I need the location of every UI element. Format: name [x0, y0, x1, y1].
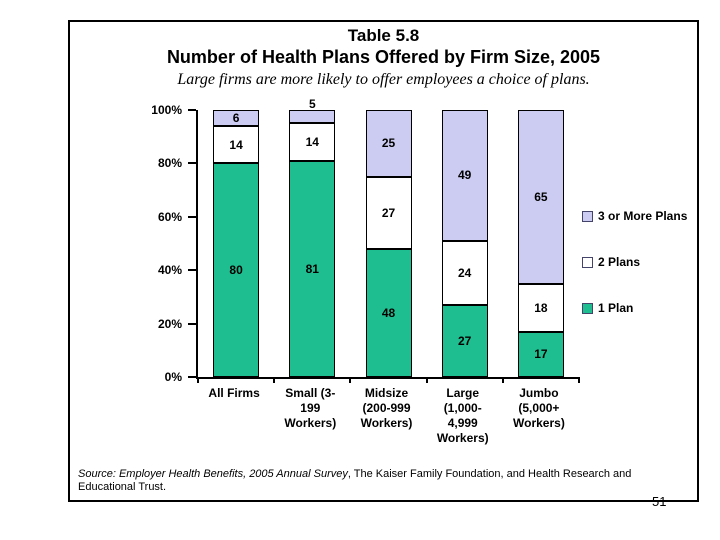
bar-segment: [289, 110, 336, 124]
bar: 27 24 49: [441, 110, 488, 377]
slide-frame: Table 5.8 Number of Health Plans Offered…: [68, 20, 699, 502]
bar-value-label: 81: [305, 261, 319, 276]
bar-value-label: 17: [534, 347, 548, 362]
x-axis-labels: All Firms Small (3- 199 Workers) Midsize (200…: [196, 386, 577, 446]
x-axis-label: All Firms: [196, 386, 272, 446]
bar-segment: [441, 110, 488, 241]
bar-value-label: 5: [308, 97, 316, 111]
bar: 48 27 25: [365, 110, 412, 377]
bar-value-label: 14: [305, 135, 319, 150]
bar: 17 18 65: [517, 110, 564, 377]
bar-value-label: 6: [232, 111, 240, 126]
x-axis-label-line: (5,000+: [518, 401, 560, 415]
bar-value-label: 14: [229, 137, 243, 152]
bar-value-label: 65: [534, 189, 548, 204]
x-tick-mark: [197, 377, 199, 383]
y-tick-label: 20%: [157, 316, 182, 331]
y-tick-label: 100%: [151, 103, 182, 117]
legend-item: 3 or More Plans: [582, 209, 687, 223]
y-tick-mark: [188, 162, 196, 165]
source-note-regular: , The Kaiser Family Foundation, and Heal…: [78, 468, 632, 493]
x-tick-mark: [273, 377, 276, 383]
x-axis-label: Small (3- 199 Workers): [272, 386, 348, 446]
x-axis-label: Midsize (200-999 Workers): [348, 386, 424, 446]
y-tick-label: 60%: [157, 209, 182, 224]
x-axis-label-line: Workers): [436, 431, 489, 445]
bar-segment: [213, 110, 260, 127]
bar-segment: [365, 248, 412, 377]
x-axis-label-line: (1,000-: [443, 401, 482, 415]
bar-value-label: 80: [229, 263, 243, 278]
x-axis-label-line: Midsize: [364, 386, 409, 400]
plot-area: 80 14 6 81 14 5 48 27 25 27 24 49 17 18 65: [196, 97, 580, 383]
y-tick-label: 0%: [164, 370, 182, 384]
source-note-italic: Source: Employer Health Benefits, 2005 A…: [78, 468, 348, 480]
x-tick-mark: [578, 377, 580, 383]
x-axis-label-line: 199: [300, 401, 321, 415]
legend-swatch: [582, 302, 593, 314]
bar-value-label: 48: [381, 305, 396, 320]
x-axis-label-line: Workers): [513, 416, 565, 430]
bar-value-label: 49: [458, 168, 472, 183]
y-tick-mark: [188, 376, 196, 378]
legend-label: 1 Plan: [598, 301, 634, 315]
x-axis-label-line: Workers): [360, 416, 413, 430]
legend-label: 3 or More Plans: [598, 209, 688, 223]
y-tick-label: 40%: [157, 263, 182, 278]
bar-value-label: 24: [458, 265, 472, 280]
bar-segment: [213, 163, 260, 377]
bar-segment: [517, 283, 564, 332]
bar-segment: [289, 160, 336, 377]
bar-segment: [289, 123, 336, 161]
title-block: Table 5.8 Number of Health Plans Offered…: [70, 26, 697, 89]
legend-item: 2 Plans: [582, 255, 640, 269]
x-axis-label-line: Large: [446, 386, 480, 400]
y-tick-label: 80%: [157, 156, 182, 171]
x-axis-label-line: Jumbo: [519, 386, 559, 400]
legend-swatch: [582, 210, 593, 222]
page-number: 51: [652, 494, 667, 509]
x-axis-label: Large (1,000- 4,999 Workers): [425, 386, 501, 446]
table-number-title: Table 5.8: [347, 26, 420, 45]
bar-segment: [365, 110, 412, 177]
legend: 3 or More Plans 2 Plans 1 Plan: [582, 209, 697, 319]
bar-segment: [365, 176, 412, 249]
y-tick-mark: [188, 322, 196, 325]
bar: 81 14 5: [289, 97, 336, 377]
source-note: Source: Employer Health Benefits, 2005 A…: [78, 468, 666, 494]
x-axis-label-line: Workers): [284, 416, 337, 430]
legend-swatch: [582, 256, 593, 268]
bar-value-label: 18: [534, 300, 548, 315]
bar-segment: [517, 110, 564, 284]
bar-value-label: 25: [381, 136, 396, 151]
x-axis-label: Jumbo (5,000+ Workers): [501, 386, 577, 446]
x-tick-mark: [349, 377, 352, 383]
bar-value-label: 27: [458, 333, 472, 348]
legend-label: 2 Plans: [598, 255, 641, 269]
x-axis-label-line: Small (3-: [285, 386, 336, 400]
legend-item: 1 Plan: [582, 301, 633, 315]
bar-segment: [441, 240, 488, 305]
x-tick-mark: [501, 377, 504, 383]
y-tick-mark: [188, 109, 196, 111]
y-tick-mark: [188, 269, 196, 272]
y-axis: 0% 20% 40% 60% 80% 100%: [70, 103, 196, 384]
x-axis-label-line: (200-999: [362, 401, 411, 415]
x-tick-mark: [425, 377, 428, 383]
chart-subtitle: Large firms are more likely to offer emp…: [177, 71, 590, 88]
bar: 80 14 6: [213, 110, 260, 377]
bar-segment: [517, 331, 564, 377]
chart-title: Number of Health Plans Offered by Firm S…: [166, 47, 601, 67]
bar-segment: [213, 126, 260, 164]
y-tick-mark: [188, 215, 196, 218]
x-axis-label-line: All Firms: [208, 386, 260, 400]
x-axis-label-line: 4,999: [447, 416, 478, 430]
bar-segment: [441, 304, 488, 377]
bar-value-label: 27: [381, 205, 396, 220]
